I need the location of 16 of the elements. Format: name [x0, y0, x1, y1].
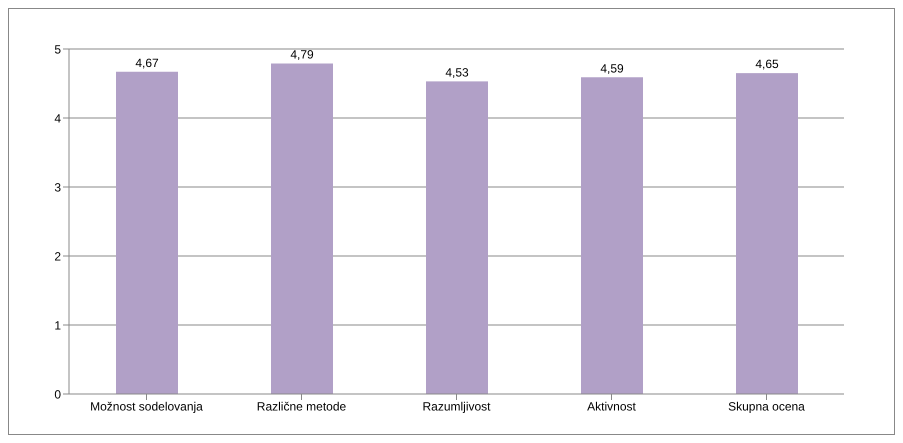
- x-tick-label: Skupna ocena: [728, 400, 806, 414]
- x-tick-label: Možnost sodelovanja: [90, 400, 204, 414]
- data-label: 4,59: [600, 61, 624, 76]
- x-tick-label: Različne metode: [256, 400, 347, 414]
- data-label: 4,79: [290, 47, 314, 62]
- y-tick-label: 4: [54, 111, 62, 126]
- y-tick-label: 5: [54, 42, 62, 56]
- data-label: 4,67: [135, 56, 159, 70]
- y-tick-label: 2: [54, 249, 62, 264]
- y-tick-label: 1: [54, 318, 62, 332]
- data-label: 4,65: [755, 57, 779, 72]
- y-tick-label: 0: [54, 387, 62, 402]
- data-label: 4,53: [445, 65, 469, 80]
- x-tick-label: Aktivnost: [587, 400, 637, 414]
- x-tick-label: Razumljivost: [422, 400, 492, 414]
- y-tick-label: 3: [54, 180, 62, 194]
